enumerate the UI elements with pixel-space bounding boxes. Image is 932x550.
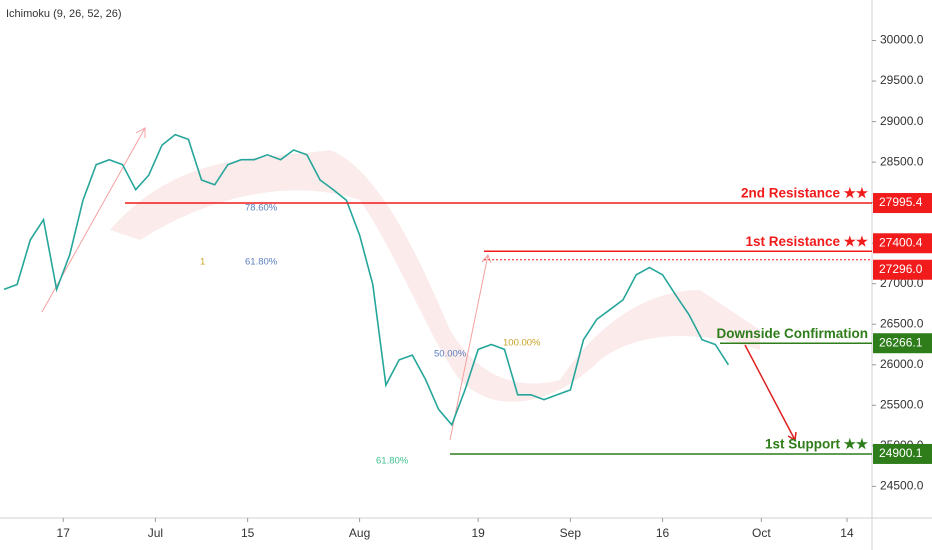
x-tick-label: Sep [560, 526, 582, 540]
level-box [873, 333, 932, 354]
level-box [873, 193, 932, 214]
level-value: 24900.1 [879, 446, 923, 460]
y-tick-label: 24500.0 [880, 479, 924, 493]
ichimoku-cloud [110, 150, 760, 402]
y-tick-label: 30000.0 [880, 33, 924, 47]
x-tick-label: 17 [57, 526, 71, 540]
fib-label: 78.60% [245, 203, 278, 214]
y-tick-label: 29000.0 [880, 114, 924, 128]
x-tick-label: 16 [656, 526, 670, 540]
y-tick-label: 28500.0 [880, 154, 924, 168]
forecast-arrow [744, 344, 797, 442]
level-name: 2nd Resistance ★★ [741, 186, 869, 201]
indicator-label: Ichimoku (9, 26, 52, 26) [6, 8, 122, 20]
level-box [873, 259, 932, 280]
x-tick-label: 19 [471, 526, 485, 540]
level-value: 27400.4 [879, 235, 923, 249]
x-tick-label: 14 [840, 526, 854, 540]
y-tick-label: 26500.0 [880, 316, 924, 330]
level-name: Downside Confirmation [717, 326, 869, 341]
fib-label: 100.00% [503, 338, 541, 349]
fib-label: 61.80% [245, 257, 278, 268]
level-box [873, 443, 932, 464]
x-tick-label: 15 [241, 526, 255, 540]
x-tick-label: Aug [349, 526, 370, 540]
y-tick-label: 26000.0 [880, 357, 924, 371]
level-name: 1st Support ★★ [765, 437, 869, 452]
level-box [873, 233, 932, 254]
x-tick-label: Oct [752, 526, 771, 540]
level-value: 27995.4 [879, 195, 923, 209]
y-tick-label: 29500.0 [880, 73, 924, 87]
level-value: 27296.0 [879, 262, 923, 276]
level-value: 26266.1 [879, 335, 923, 349]
fib-label: 50.00% [434, 349, 467, 360]
x-tick-label: Jul [148, 526, 163, 540]
level-name: 1st Resistance ★★ [745, 234, 868, 249]
fib-label: 61.80% [376, 456, 409, 467]
price-line [3, 133, 730, 427]
y-tick-label: 25500.0 [880, 397, 924, 411]
fib-label: 1 [200, 257, 205, 268]
